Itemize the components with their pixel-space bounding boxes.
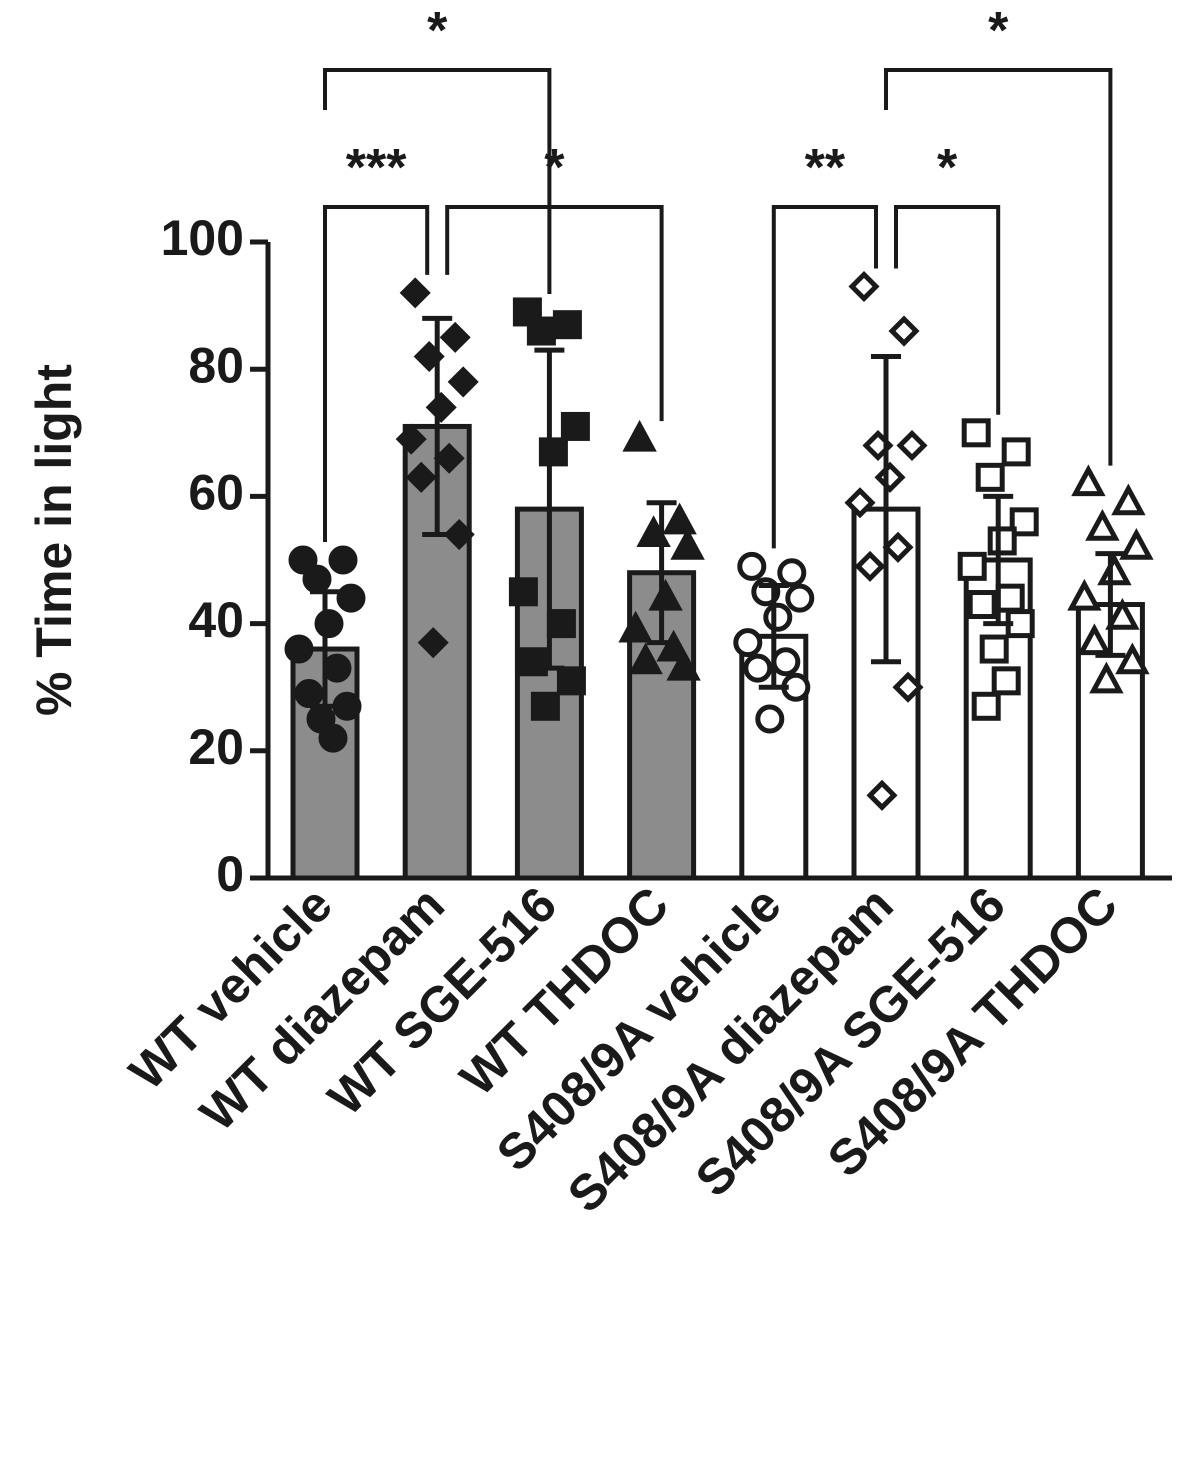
point (854, 550, 886, 582)
point (294, 679, 324, 709)
significance-bracket (894, 205, 1001, 415)
y-tick-label: 60 (188, 465, 244, 521)
point (785, 583, 815, 613)
point (1089, 661, 1124, 694)
point (405, 461, 437, 493)
significance-label: * (988, 2, 1009, 60)
point (1009, 507, 1039, 537)
point (288, 545, 318, 575)
point (1097, 553, 1132, 586)
point (1001, 437, 1031, 467)
point (284, 634, 314, 664)
point (526, 316, 556, 346)
point (737, 551, 767, 581)
point (866, 779, 898, 811)
y-axis-label: % Time in light (26, 364, 82, 716)
significance-bracket (771, 205, 878, 549)
point (844, 487, 876, 519)
point (957, 551, 987, 581)
y-tick-label: 0 (216, 846, 244, 902)
point (991, 666, 1021, 696)
point (628, 642, 663, 675)
y-tick-label: 80 (188, 337, 244, 393)
significance-label: *** (346, 139, 407, 197)
point (771, 647, 801, 677)
point (417, 627, 449, 659)
point (961, 418, 991, 448)
point (733, 628, 763, 658)
point (848, 270, 880, 303)
y-tick-label: 40 (188, 592, 244, 648)
point (399, 277, 431, 309)
point (987, 526, 1017, 556)
point (318, 723, 348, 753)
point (1115, 642, 1150, 675)
point (302, 564, 332, 594)
point (971, 691, 1001, 721)
point (777, 558, 807, 588)
point (328, 545, 358, 575)
point (618, 610, 653, 643)
point (1071, 464, 1106, 497)
point (755, 704, 785, 734)
y-tick-label: 20 (188, 719, 244, 775)
point (314, 609, 344, 639)
significance-label: * (427, 2, 448, 60)
point (322, 653, 352, 683)
significance-bracket (323, 205, 430, 542)
point (882, 531, 914, 563)
point (1077, 623, 1112, 656)
significance-label: ** (805, 139, 846, 197)
point (439, 321, 471, 353)
point (552, 310, 582, 340)
point (546, 609, 576, 639)
point (443, 519, 475, 551)
point (995, 583, 1025, 613)
point (556, 666, 586, 696)
point (538, 437, 568, 467)
point (975, 462, 1005, 492)
point (896, 429, 928, 462)
point (1119, 528, 1154, 560)
point (530, 691, 560, 721)
point (622, 419, 657, 452)
point (395, 423, 427, 455)
significance-bracket (445, 205, 664, 422)
point (1111, 483, 1146, 516)
point (888, 315, 920, 347)
significance-label: * (937, 139, 958, 197)
point (1067, 578, 1102, 611)
point (1105, 597, 1140, 630)
significance-bracket (323, 68, 552, 294)
point (336, 583, 366, 613)
point (662, 502, 697, 535)
point (425, 391, 457, 423)
point (892, 671, 924, 703)
point (560, 411, 590, 441)
point (508, 577, 538, 607)
point (447, 366, 479, 398)
point (874, 461, 906, 493)
significance-bracket (884, 68, 1113, 466)
point (433, 442, 465, 474)
point (1085, 508, 1120, 541)
point (763, 602, 793, 632)
y-tick-label: 100 (161, 210, 244, 266)
point (967, 590, 997, 620)
point (656, 629, 691, 662)
point (670, 528, 705, 560)
point (979, 634, 1009, 664)
point (743, 653, 773, 683)
point (666, 648, 701, 681)
